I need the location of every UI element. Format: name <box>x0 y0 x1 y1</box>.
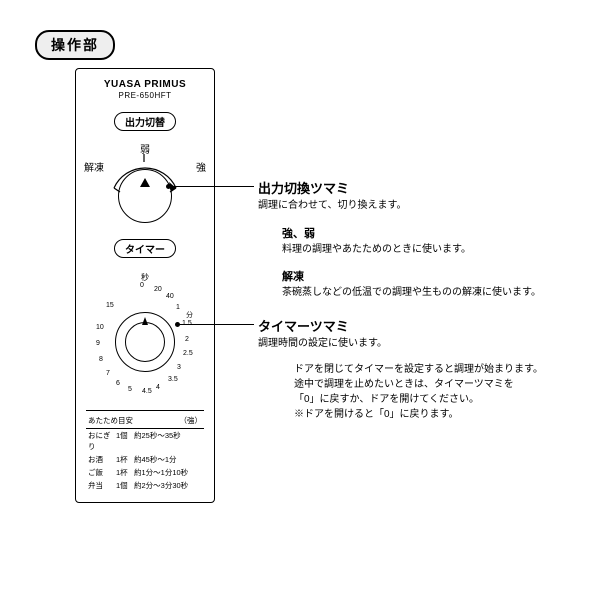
tick-3: 3 <box>177 364 181 371</box>
reheat-guide-table: あたため目安 （強） おにぎり 1個 約25秒～35秒 お酒 1杯 約45秒～1… <box>86 410 204 492</box>
tick-3.5: 3.5 <box>168 376 178 383</box>
tick-40: 40 <box>166 293 174 300</box>
leader-line-icon <box>178 324 254 325</box>
timer-dial-area: 秒 0 20 40 1 分 1.5 2 2.5 3 3.5 4 4.5 5 6 … <box>76 268 214 418</box>
reheat-heading-right: （強） <box>180 415 203 426</box>
callout-subheading: 解凍 <box>282 268 592 284</box>
tick-7: 7 <box>106 370 110 377</box>
power-dial[interactable] <box>118 169 172 223</box>
callout-title: 出力切換ツマミ <box>258 178 578 197</box>
callout-text: 茶碗蒸しなどの低温での調理や生ものの解凍に使います。 <box>282 285 592 300</box>
timer-notes: ドアを閉じてタイマーを設定すると調理が始まります。 途中で調理を止めたいときは、… <box>294 362 584 422</box>
tick-9: 9 <box>96 340 100 347</box>
callout-text: 途中で調理を止めたいときは、タイマーツマミを <box>294 377 584 392</box>
timer-dial[interactable] <box>115 312 175 372</box>
tick-4: 4 <box>156 384 160 391</box>
tick-6: 6 <box>116 380 120 387</box>
callout-desc: 調理時間の設定に使います。 <box>258 337 578 351</box>
min-label: 分 <box>186 310 193 320</box>
callout-text: ※ドアを開けると「0」に戻ります。 <box>294 407 584 422</box>
callout-text: 「0」に戻すか、ドアを開けてください。 <box>294 392 584 407</box>
callout-title: タイマーツマミ <box>258 316 578 335</box>
table-row: おにぎり 1個 約25秒～35秒 <box>86 429 204 453</box>
tick-15: 15 <box>106 302 114 309</box>
tick-4.5: 4.5 <box>142 388 152 395</box>
power-defrost-label: 解凍 <box>84 159 104 174</box>
tick-1: 1 <box>176 304 180 311</box>
power-strong-label: 強 <box>196 159 206 174</box>
tick-5: 5 <box>128 386 132 393</box>
table-row: 弁当 1個 約2分～3分30秒 <box>86 479 204 492</box>
timer-label: タイマー <box>114 239 176 258</box>
table-row: ご飯 1杯 約1分～1分10秒 <box>86 466 204 479</box>
callout-text: ドアを閉じてタイマーを設定すると調理が始まります。 <box>294 362 584 377</box>
tick-2.5: 2.5 <box>183 350 193 357</box>
callout-desc: 調理に合わせて、切り換えます。 <box>258 199 578 213</box>
power-dial-area: 弱 解凍 強 <box>76 135 214 235</box>
tick-20: 20 <box>154 286 162 293</box>
tick-8: 8 <box>99 356 103 363</box>
strong-weak-callout: 強、弱 料理の調理やあたためのときに使います。 <box>282 225 582 257</box>
tick-2: 2 <box>185 336 189 343</box>
callout-subheading: 強、弱 <box>282 225 582 241</box>
tick-10: 10 <box>96 324 104 331</box>
brand-label: YUASA PRIMUS <box>76 79 214 90</box>
tick-0: 0 <box>140 282 144 289</box>
callout-text: 料理の調理やあたためのときに使います。 <box>282 242 582 257</box>
leader-line-icon <box>169 186 254 187</box>
reheat-heading: あたため目安 <box>88 415 133 426</box>
defrost-callout: 解凍 茶碗蒸しなどの低温での調理や生ものの解凍に使います。 <box>282 268 592 300</box>
control-panel: YUASA PRIMUS PRE-650HFT 出力切替 弱 解凍 強 タイマー… <box>75 68 215 503</box>
power-weak-label: 弱 <box>140 141 150 156</box>
power-knob-callout: 出力切換ツマミ 調理に合わせて、切り換えます。 <box>258 178 578 213</box>
timer-knob-callout: タイマーツマミ 調理時間の設定に使います。 <box>258 316 578 351</box>
model-label: PRE-650HFT <box>76 91 214 100</box>
table-row: お酒 1杯 約45秒～1分 <box>86 453 204 466</box>
section-title: 操作部 <box>35 30 115 60</box>
power-switch-label: 出力切替 <box>114 112 176 131</box>
